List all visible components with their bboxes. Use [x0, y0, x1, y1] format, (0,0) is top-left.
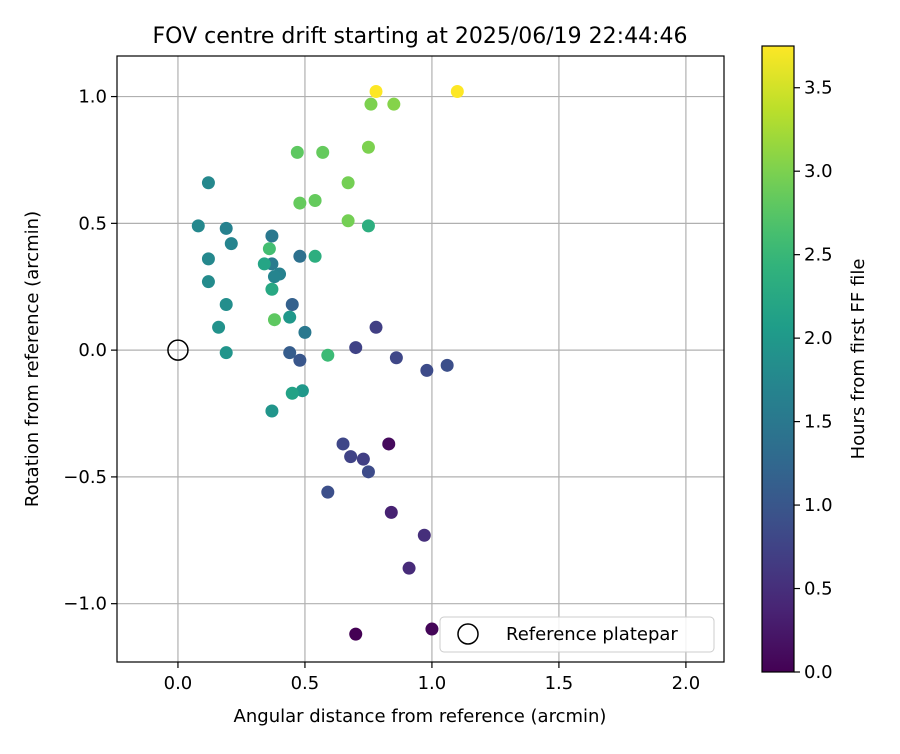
data-point — [356, 452, 370, 466]
data-point — [369, 84, 383, 98]
x-axis-label: Angular distance from reference (arcmin) — [234, 706, 607, 727]
data-point — [265, 404, 279, 418]
data-point — [293, 196, 307, 210]
grid-lines — [117, 56, 724, 662]
data-point — [212, 320, 226, 334]
data-point — [316, 145, 330, 159]
colorbar-tick-label: 2.0 — [804, 328, 833, 349]
data-points — [167, 84, 464, 641]
y-tick-label: 1.0 — [78, 87, 107, 108]
data-point — [285, 297, 299, 311]
data-point — [387, 97, 401, 111]
data-point — [369, 320, 383, 334]
data-point — [201, 176, 215, 190]
data-point — [293, 249, 307, 263]
data-point — [344, 450, 358, 464]
x-tick-label: 0.0 — [164, 673, 193, 694]
data-point — [283, 310, 297, 324]
legend: Reference platepar — [439, 616, 715, 653]
data-point — [361, 219, 375, 233]
colorbar-gradient — [761, 45, 795, 673]
data-point — [361, 465, 375, 479]
data-point — [384, 505, 398, 519]
data-point — [420, 363, 434, 377]
y-tick-label: 0.5 — [78, 213, 107, 234]
y-tick-label: 0.0 — [78, 340, 107, 361]
data-point — [265, 282, 279, 296]
colorbar-label: Hours from first FF file — [848, 259, 869, 460]
data-point — [382, 437, 396, 451]
y-tick-label: −0.5 — [63, 467, 107, 488]
colorbar-tick-label: 0.5 — [804, 579, 833, 600]
legend-frame — [439, 616, 715, 653]
data-point — [349, 341, 363, 355]
x-tick-label: 1.0 — [418, 673, 447, 694]
colorbar-ticks: 0.0 0.5 1.0 1.5 2.0 2.5 3.0 3.5 — [794, 78, 833, 683]
data-point — [219, 346, 233, 360]
chart-title: FOV centre drift starting at 2025/06/19 … — [153, 24, 688, 49]
data-point — [295, 384, 309, 398]
data-point — [361, 140, 375, 154]
plot-area-frame — [116, 55, 725, 663]
data-point — [267, 270, 281, 284]
legend-marker-hollow-circle-icon — [457, 623, 479, 645]
colorbar-tick-label: 0.0 — [804, 662, 833, 683]
y-axis-label: Rotation from reference (arcmin) — [22, 211, 43, 507]
legend-label: Reference platepar — [506, 624, 678, 645]
data-point — [341, 176, 355, 190]
colorbar-tick-label: 3.5 — [804, 78, 833, 99]
y-tick-label: −1.0 — [63, 594, 107, 615]
data-point — [201, 252, 215, 266]
data-point — [191, 219, 205, 233]
data-point — [224, 237, 238, 251]
data-point — [262, 242, 276, 256]
data-point — [425, 622, 439, 636]
data-point — [293, 353, 307, 367]
data-point — [321, 348, 335, 362]
data-point — [341, 214, 355, 228]
data-point — [308, 194, 322, 208]
colorbar-tick-label: 1.0 — [804, 495, 833, 516]
data-point — [440, 358, 454, 372]
data-point — [265, 229, 279, 243]
colorbar: 0.0 0.5 1.0 1.5 2.0 2.5 3.0 3.5 Hours from firs… — [761, 45, 869, 683]
data-point — [402, 561, 416, 575]
colorbar-tick-label: 1.5 — [804, 412, 833, 433]
data-point — [219, 221, 233, 235]
data-point — [321, 485, 335, 499]
data-point — [450, 84, 464, 98]
data-point — [219, 297, 233, 311]
data-point — [290, 145, 304, 159]
x-tick-label: 1.5 — [545, 673, 574, 694]
data-point — [389, 351, 403, 365]
data-point — [267, 313, 281, 327]
data-point — [308, 249, 322, 263]
data-point — [285, 386, 299, 400]
x-tick-label: 2.0 — [672, 673, 701, 694]
data-point — [283, 346, 297, 360]
reference-platepar-marker — [167, 339, 189, 361]
data-point — [349, 627, 363, 641]
data-point — [257, 257, 271, 271]
data-point — [417, 528, 431, 542]
data-point — [364, 97, 378, 111]
data-point — [298, 325, 312, 339]
x-tick-label: 0.5 — [291, 673, 320, 694]
axis-ticks: 0.0 0.5 1.0 1.5 2.0 −1.0 −0.5 0.0 0.5 1.0 — [63, 87, 700, 694]
data-point — [336, 437, 350, 451]
colorbar-tick-label: 2.5 — [804, 245, 833, 266]
colorbar-tick-label: 3.0 — [804, 161, 833, 182]
data-point — [201, 275, 215, 289]
